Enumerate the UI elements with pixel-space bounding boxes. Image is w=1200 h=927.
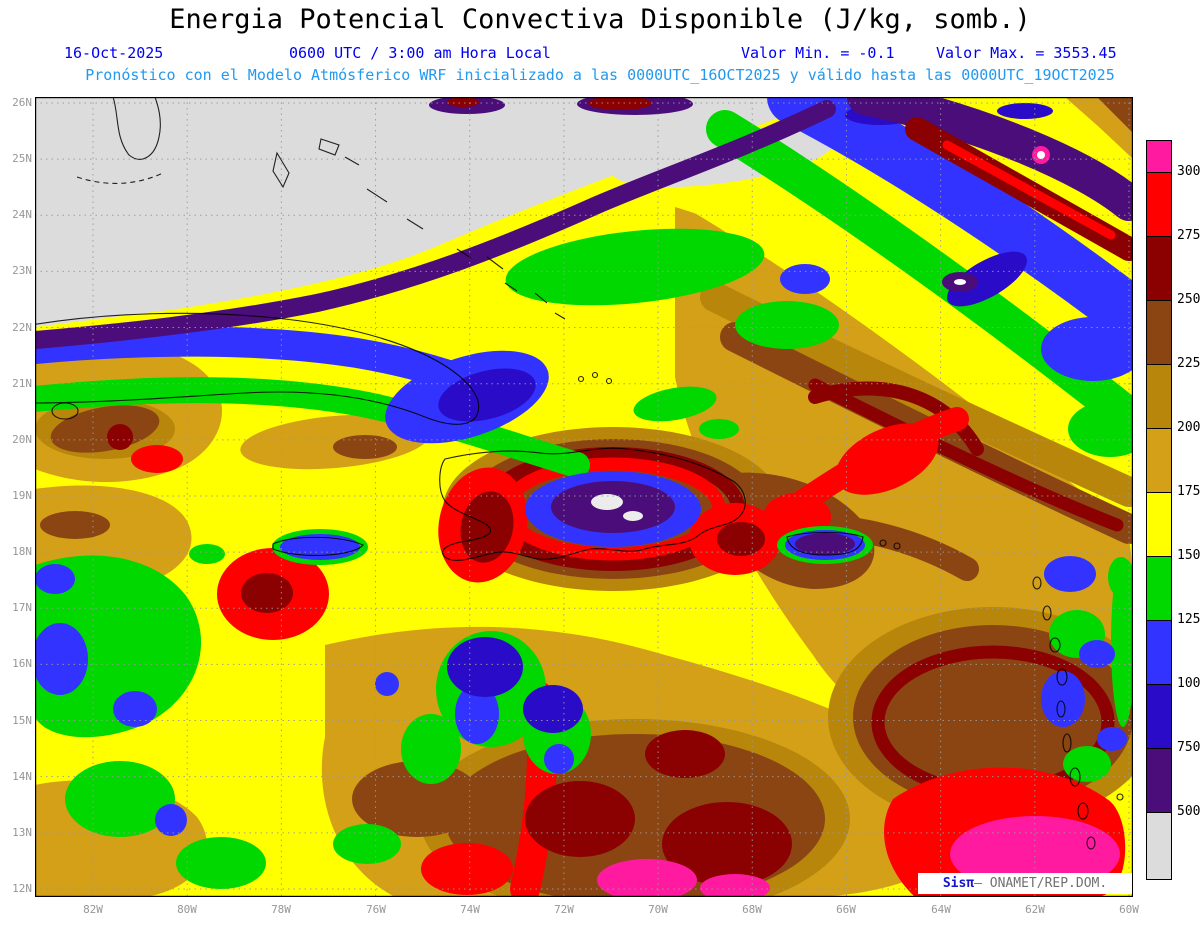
colorbar-value-label: 3000 [1177, 164, 1200, 179]
min-value-label: Valor Min. = -0.1 [741, 44, 895, 62]
lat-tick-label: 14N [12, 770, 32, 783]
colorbar-segment [1147, 813, 1171, 879]
lon-tick-label: 76W [366, 903, 386, 916]
colorbar-value-label: 500 [1177, 804, 1200, 819]
coastline-bahamas [272, 138, 566, 320]
grid [35, 97, 1133, 897]
colorbar-segment [1147, 365, 1171, 429]
colorbar-segment [1147, 141, 1171, 173]
lat-tick-label: 20N [12, 433, 32, 446]
colorbar-value-label: 1500 [1177, 548, 1200, 563]
coastlines [35, 97, 1124, 850]
lat-tick-label: 18N [12, 545, 32, 558]
colorbar-value-label: 2750 [1177, 228, 1200, 243]
lat-tick-label: 15N [12, 714, 32, 727]
brand-label: Sisπ [942, 876, 975, 891]
lon-tick-label: 80W [177, 903, 197, 916]
lat-tick-label: 24N [12, 208, 32, 221]
colorbar-value-label: 2500 [1177, 292, 1200, 307]
lon-tick-label: 60W [1119, 903, 1139, 916]
map-frame [35, 97, 1133, 897]
coastline-isla-juventud [51, 402, 79, 420]
valid-time-label: 0600 UTC / 3:00 am Hora Local [289, 44, 551, 62]
lon-tick-label: 68W [742, 903, 762, 916]
colorbar-value-label: 1750 [1177, 484, 1200, 499]
coastline-jamaica [272, 536, 364, 556]
cape-map [35, 97, 1133, 897]
forecast-description: Pronóstico con el Modelo Atmósferico WRF… [85, 66, 1115, 84]
colorbar-value-label: 1250 [1177, 612, 1200, 627]
lon-tick-label: 78W [271, 903, 291, 916]
coastline-florida [112, 97, 161, 160]
colorbar-segment [1147, 493, 1171, 557]
lat-tick-label: 16N [12, 657, 32, 670]
colorbar-segment [1147, 621, 1171, 685]
colorbar-segment [1147, 237, 1171, 301]
coastline-lesser-antilles [879, 539, 1124, 850]
lat-tick-label: 22N [12, 321, 32, 334]
colorbar-value-label: 2000 [1177, 420, 1200, 435]
colorbar-segment [1147, 429, 1171, 493]
colorbar-labels: 3000 2750 2500 2250 2000 1750 1500 1250 1000 750 5… [1177, 0, 1200, 927]
colorbar-segment [1147, 685, 1171, 749]
colorbar-value-label: 2250 [1177, 356, 1200, 371]
cape-white-cores [591, 151, 1045, 521]
attribution-box: Sisπ– ONAMET/REP.DOM. [918, 873, 1132, 894]
lon-tick-label: 66W [836, 903, 856, 916]
lon-tick-label: 70W [648, 903, 668, 916]
lat-tick-label: 23N [12, 264, 32, 277]
cape-region-darkred-cores [241, 491, 792, 886]
lat-tick-label: 12N [12, 882, 32, 895]
max-value-label: Valor Max. = 3553.45 [936, 44, 1117, 62]
colorbar-value-label: 750 [1177, 740, 1200, 755]
lon-axis: 82W 80W 78W 76W 74W 72W 70W 68W 66W 64W 62W 60W [0, 903, 1200, 919]
coastline-turks-caicos [577, 371, 613, 385]
org-label: – ONAMET/REP.DOM. [974, 876, 1108, 891]
lon-tick-label: 82W [83, 903, 103, 916]
lat-axis: 26N 25N 24N 23N 22N 21N 20N 19N 18N 17N 16N 15N 14N 1… [0, 0, 34, 927]
colorbar-segment [1147, 301, 1171, 365]
lat-tick-label: 21N [12, 377, 32, 390]
colorbar [1146, 140, 1172, 880]
lat-tick-label: 25N [12, 152, 32, 165]
lat-tick-label: 19N [12, 489, 32, 502]
colorbar-segment [1147, 749, 1171, 813]
lat-tick-label: 26N [12, 96, 32, 109]
lon-tick-label: 72W [554, 903, 574, 916]
coastline-cuba [35, 312, 480, 425]
page-title: Energia Potencial Convectiva Disponible … [169, 4, 1031, 35]
lon-tick-label: 64W [931, 903, 951, 916]
colorbar-segment [1147, 557, 1171, 621]
lat-tick-label: 13N [12, 826, 32, 839]
coastline-hispaniola [439, 447, 746, 561]
coastline-puerto-rico [786, 532, 864, 556]
colorbar-value-label: 1000 [1177, 676, 1200, 691]
coastline-florida-keys [76, 172, 164, 184]
lon-tick-label: 74W [460, 903, 480, 916]
run-date-label: 16-Oct-2025 [64, 44, 164, 62]
colorbar-segment [1147, 173, 1171, 237]
lat-tick-label: 17N [12, 601, 32, 614]
lon-tick-label: 62W [1025, 903, 1045, 916]
